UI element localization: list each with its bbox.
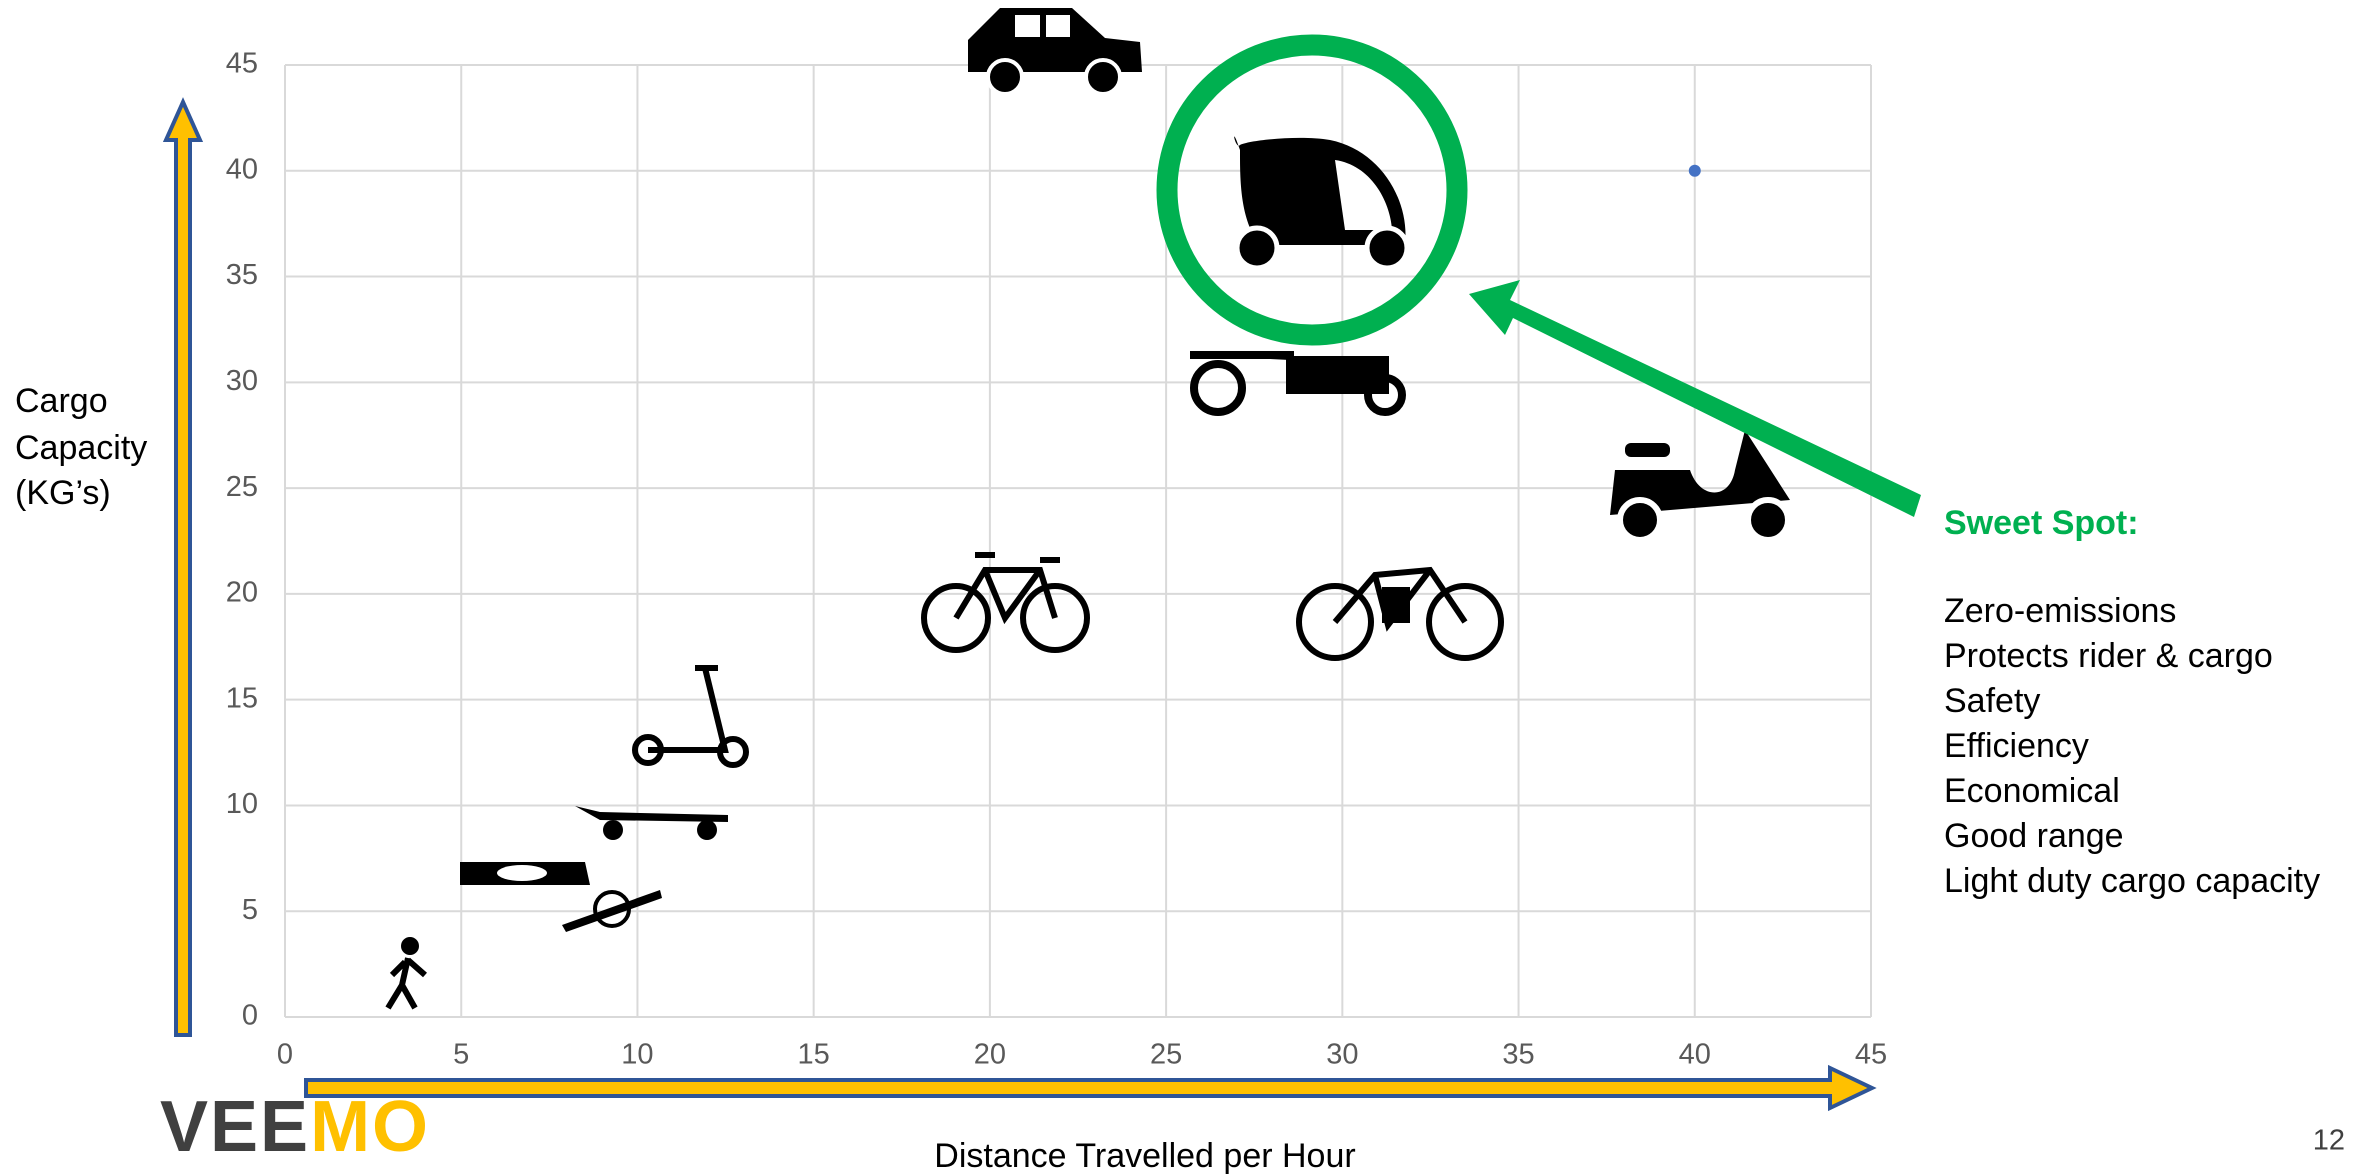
e-bike-icon [1296,566,1504,661]
annotation-item: Safety [1944,682,2040,720]
y-tick-label: 10 [226,788,258,820]
x-tick-label: 0 [277,1039,293,1071]
page-number: 12 [2313,1125,2345,1157]
logo-part: VEE [160,1087,310,1167]
logo-part: MO [310,1087,430,1167]
x-tick-label: 30 [1326,1039,1358,1071]
x-tick-label: 10 [621,1039,653,1071]
highlight-circle [1156,34,1468,346]
annotation-title: Sweet Spot: [1944,504,2139,542]
y-tick-label: 20 [226,577,258,609]
onewheel-icon [562,890,662,932]
x-tick-label: 40 [1679,1039,1711,1071]
x-tick-label: 45 [1855,1039,1887,1071]
hoverboard-icon [460,862,590,885]
cargo-bike-icon [1190,351,1406,416]
pod-icon [1234,136,1410,271]
annotation-item: Efficiency [1944,727,2089,765]
annotation-item: Good range [1944,817,2124,855]
y-axis-label: (KG’s) [15,474,111,512]
y-tick-label: 25 [226,471,258,503]
x-tick-label: 20 [974,1039,1006,1071]
point [1688,164,1701,177]
x-tick-label: 25 [1150,1039,1182,1071]
scooter-icon [1610,430,1791,543]
x-axis-label: Distance Travelled per Hour [934,1137,1355,1174]
x-tick-label: 15 [798,1039,830,1071]
walker-icon [385,937,427,1010]
annotation-list: Zero-emissions Protects rider & cargo Safe… [1944,592,2320,900]
annotation-item: Economical [1944,772,2120,810]
x-axis-arrow [304,1064,1877,1112]
x-tick-label: 5 [453,1039,469,1071]
y-axis-label: Cargo [15,382,108,420]
y-tick-label: 30 [226,365,258,397]
annotation-item: Light duty cargo capacity [1944,862,2320,900]
y-tick-label: 35 [226,259,258,291]
y-axis-arrow [162,97,204,1037]
y-axis-label: Capacity [15,429,147,467]
car-icon [968,8,1142,96]
highlight-arrow [1469,280,1921,517]
logo: VEEMO [160,1087,430,1167]
kick-scooter-icon [632,665,749,768]
skateboard-icon [575,806,728,840]
y-tick-label: 40 [226,153,258,185]
plot: 0 5 10 15 20 25 30 35 40 45 0 5 10 15 20 25 30 35 40 45 [226,48,1887,1071]
y-tick-label: 15 [226,682,258,714]
annotation-item: Zero-emissions [1944,592,2176,630]
y-tick-label: 5 [242,894,258,926]
x-tick-label: 35 [1502,1039,1534,1071]
annotation-item: Protects rider & cargo [1944,637,2273,675]
y-tick-label: 0 [242,1000,258,1032]
y-tick-label: 45 [226,48,258,80]
road-bike-icon [921,552,1090,653]
